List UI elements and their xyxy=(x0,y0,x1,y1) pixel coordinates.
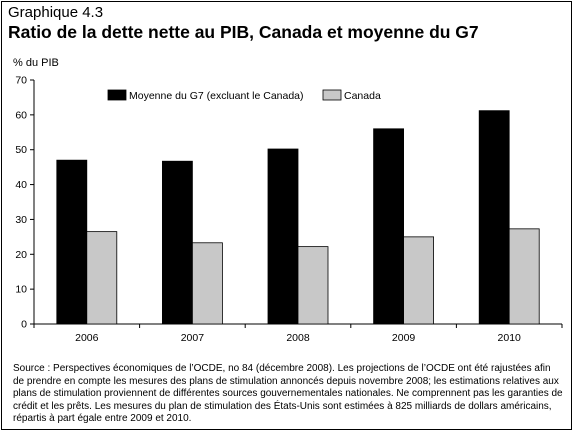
legend-label-canada: Canada xyxy=(344,90,381,102)
x-tick-label: 2010 xyxy=(498,332,522,344)
x-tick-label: 2009 xyxy=(392,332,416,344)
bar-canada-2007 xyxy=(191,242,223,325)
y-tick-label: 60 xyxy=(15,109,27,121)
chart-legend: Moyenne du G7 (excluant le Canada) Canada xyxy=(107,89,381,102)
y-tick-label: 10 xyxy=(15,284,27,296)
bar-canada-2006 xyxy=(86,231,118,325)
chart-axes: 0 10 20 30 40 50 60 70 2006 2007 2008 2009 2010 xyxy=(15,75,563,344)
y-axis-label: % du PIB xyxy=(13,57,59,69)
x-tick-label: 2007 xyxy=(181,332,205,344)
chart-title: Ratio de la dette nette au PIB, Canada e… xyxy=(8,22,479,42)
y-tick-label: 50 xyxy=(15,144,27,156)
legend-swatch-g7 xyxy=(107,89,127,101)
bar-canada-2009 xyxy=(403,236,435,325)
x-tick-label: 2008 xyxy=(286,332,310,344)
y-tick-label: 30 xyxy=(15,214,27,226)
y-tick-label: 70 xyxy=(15,75,27,87)
source-note: Source : Perspectives économiques de l’O… xyxy=(13,363,563,425)
bar-g7-2008 xyxy=(267,148,299,325)
chart-bars xyxy=(56,110,540,325)
bar-canada-2010 xyxy=(508,228,540,325)
bar-g7-2009 xyxy=(373,128,405,325)
bar-canada-2008 xyxy=(297,246,329,325)
y-tick-label: 0 xyxy=(21,319,27,331)
bar-g7-2006 xyxy=(56,159,88,325)
y-tick-label: 20 xyxy=(15,249,27,261)
y-tick-label: 40 xyxy=(15,179,27,191)
legend-label-g7: Moyenne du G7 (excluant le Canada) xyxy=(129,90,304,102)
bar-g7-2010 xyxy=(478,110,510,325)
legend-swatch-canada xyxy=(322,89,342,101)
x-tick-label: 2006 xyxy=(75,332,99,344)
bar-g7-2007 xyxy=(161,160,193,325)
figure-number: Graphique 4.3 xyxy=(8,4,104,21)
